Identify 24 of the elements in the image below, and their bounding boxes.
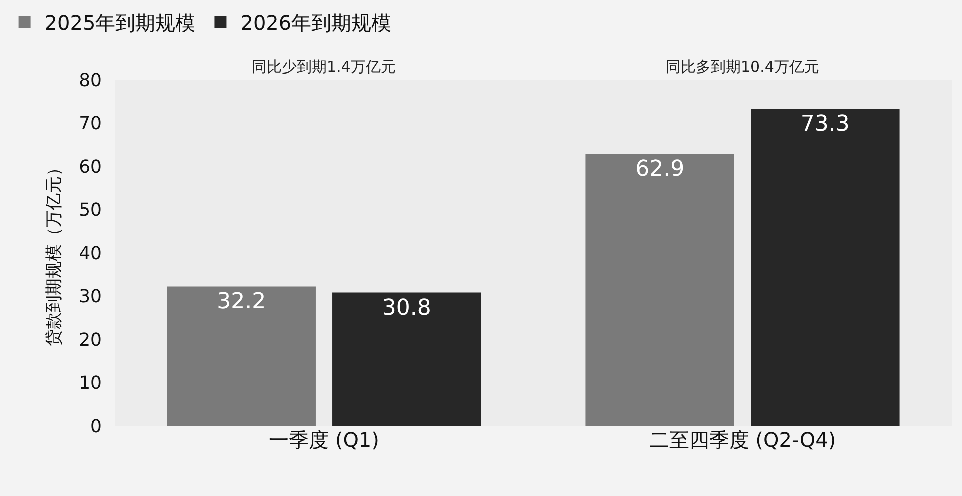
bar: [167, 286, 316, 426]
data-label: 30.8: [382, 296, 432, 321]
y-axis-title: 贷款到期规模（万亿元）: [44, 160, 65, 346]
y-tick-label: 60: [79, 156, 102, 178]
data-label: 62.9: [636, 156, 685, 182]
y-tick-label: 70: [79, 114, 102, 135]
text: 同比少到期1.4万亿元: [252, 58, 396, 76]
y-tick-label: 40: [79, 243, 102, 264]
y-tick-label: 10: [79, 373, 102, 394]
y-tick-label: 80: [79, 70, 102, 92]
data-label: 73.3: [800, 112, 850, 137]
legend-label: 2025年到期规模: [44, 10, 196, 35]
text: 同比多到期10.4万亿元: [666, 58, 820, 76]
y-tick-label: 0: [90, 416, 102, 438]
data-label: 32.2: [217, 290, 266, 315]
x-tick-label: 一季度 (Q1): [269, 428, 380, 452]
y-tick-label: 20: [79, 330, 102, 351]
y-tick-label: 50: [79, 200, 102, 222]
x-tick-label: 二至四季度 (Q2-Q4): [649, 428, 836, 452]
y-tick-label: 30: [79, 286, 102, 308]
bar: [586, 154, 734, 426]
bar: [751, 108, 900, 426]
bar: [332, 292, 482, 426]
legend-label: 2026年到期规模: [240, 10, 392, 35]
